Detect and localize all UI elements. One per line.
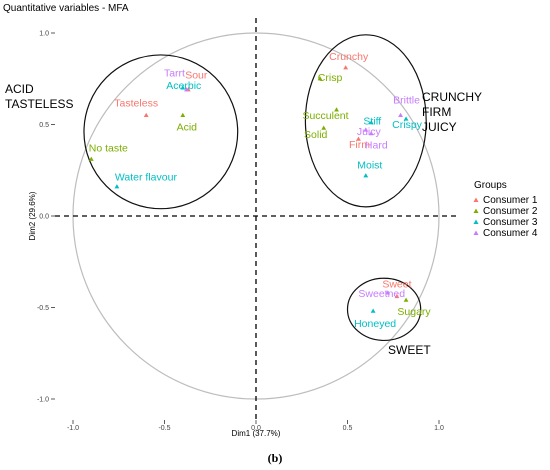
data-point	[317, 76, 323, 81]
group-ellipse	[346, 277, 422, 342]
x-tick-label: 0.0	[251, 425, 261, 432]
data-point	[180, 85, 186, 90]
data-point	[403, 116, 409, 121]
point-label: Honeyed	[354, 318, 396, 330]
figure-caption: (b)	[268, 451, 283, 465]
point-label: Crunchy	[329, 51, 369, 63]
legend-key	[473, 219, 479, 224]
legend-entry: Consumer 3	[483, 217, 538, 228]
data-point	[184, 87, 189, 92]
point-label: Crispy	[392, 119, 423, 131]
data-point	[180, 112, 186, 117]
y-tick-label: 0.0	[39, 214, 49, 221]
legend-key	[473, 208, 479, 213]
group-ellipse	[83, 54, 239, 210]
data-point	[368, 120, 374, 125]
point-label: Firm	[349, 139, 370, 151]
data-point	[114, 184, 120, 189]
group-label: ACID TASTELESS	[5, 82, 73, 111]
group-ellipse	[304, 34, 427, 208]
y-tick-label: 1.0	[39, 31, 49, 38]
legend-key	[473, 197, 479, 202]
y-tick-label: 0.5	[39, 122, 49, 129]
data-point	[343, 65, 349, 70]
chart-title: Quantitative variables - MFA	[3, 3, 129, 14]
point-label: Sweet	[382, 279, 411, 291]
point-label: Crisp	[318, 72, 343, 84]
data-point	[398, 112, 403, 117]
data-point	[143, 112, 149, 117]
point-label: Hard	[365, 140, 388, 152]
x-tick-label: 0.5	[343, 425, 353, 432]
legend-entry: Consumer 2	[483, 206, 538, 217]
legend-key	[473, 230, 479, 235]
data-point	[394, 293, 400, 299]
point-label: Sugary	[397, 306, 431, 318]
data-point	[334, 107, 339, 112]
x-axis-label: Dim1 (37.7%)	[232, 429, 281, 438]
point-label: Brittle	[393, 94, 420, 106]
y-tick-label: -0.5	[37, 305, 49, 312]
point-label: Acerbic	[166, 80, 201, 92]
data-point	[88, 156, 94, 161]
legend-entry: Consumer 4	[483, 228, 538, 239]
point-label: Sweetned	[358, 288, 405, 300]
group-label: CRUNCHY FIRM JUICY	[422, 90, 482, 134]
y-axis-label: Dim2 (29.6%)	[28, 191, 37, 240]
point-label: Sour	[185, 70, 208, 82]
x-tick-label: -0.5	[158, 425, 170, 432]
point-label: Tarrt	[164, 68, 185, 80]
legend-title: Groups	[474, 180, 507, 191]
y-tick-label: -1.0	[37, 397, 49, 404]
point-label: Solid	[304, 129, 328, 141]
data-point	[363, 127, 369, 132]
point-label: Stiff	[363, 116, 381, 128]
point-label: Water flavour	[115, 172, 178, 184]
data-point	[403, 297, 409, 302]
data-point	[356, 136, 361, 141]
data-point	[321, 125, 327, 130]
data-point	[370, 308, 376, 313]
point-label: Acid	[177, 121, 198, 133]
legend-entry: Consumer 1	[483, 195, 538, 206]
point-label: Moist	[357, 160, 382, 172]
data-point	[368, 131, 374, 136]
x-tick-label: -1.0	[67, 425, 79, 432]
point-label: Tasteless	[114, 97, 158, 109]
data-point	[385, 290, 391, 295]
point-label: No taste	[89, 142, 128, 154]
point-label: Juicy	[357, 126, 382, 138]
data-point	[363, 173, 369, 178]
x-tick-label: 1.0	[434, 425, 444, 432]
point-label: Succulent	[302, 110, 348, 122]
group-label: SWEET	[388, 343, 431, 357]
